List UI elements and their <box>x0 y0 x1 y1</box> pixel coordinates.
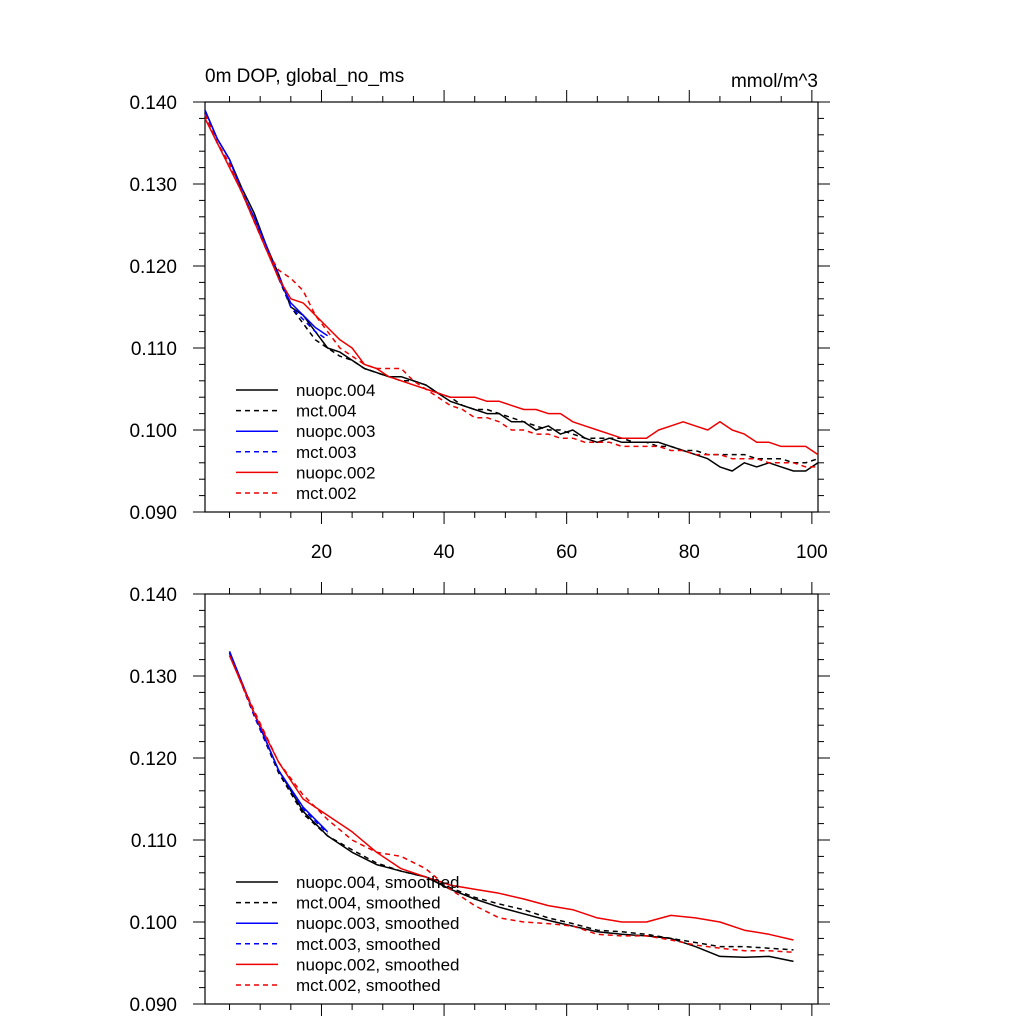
legend-label-mct-002-smoothed: mct.002, smoothed <box>296 976 441 995</box>
legend-label-nuopc-004-smoothed: nuopc.004, smoothed <box>296 873 460 892</box>
legend-label-nuopc-002-smoothed: nuopc.002, smoothed <box>296 955 460 974</box>
plot-frame <box>204 593 819 1005</box>
y-tick-label: 0.110 <box>131 339 177 360</box>
y-tick-label: 0.090 <box>129 995 177 1016</box>
y-tick-label: 0.100 <box>129 421 177 442</box>
legend-label-nuopc-003: nuopc.003 <box>296 422 375 441</box>
x-tick-label: 20 <box>311 542 332 563</box>
x-tick-label: 80 <box>679 542 700 563</box>
series-line-nuopc-002 <box>204 118 819 456</box>
x-tick-label: 100 <box>796 542 828 563</box>
axis-ticks <box>193 90 830 524</box>
panel-bottom: 0.090 0.100 0.110 0.120 0.130 0.140 nuopc.004… <box>129 582 830 1016</box>
legend-label-nuopc-003-smoothed: nuopc.003, smoothed <box>296 914 460 933</box>
legend-label-nuopc-002: nuopc.002 <box>296 463 375 482</box>
legend-label-mct-003: mct.003 <box>296 443 356 462</box>
series-line-mct-004-smoothed <box>228 652 794 951</box>
panel-top: 0m DOP, global_no_ms mmol/m^3 0.090 0.100… <box>129 66 830 563</box>
x-tick-label: 40 <box>433 542 454 563</box>
series-line-mct-002-smoothed <box>228 655 794 954</box>
legend-label-mct-004-smoothed: mct.004, smoothed <box>296 894 441 913</box>
chart-title: 0m DOP, global_no_ms <box>205 66 404 87</box>
x-tick-label: 60 <box>556 542 577 563</box>
y-tick-label: 0.110 <box>131 831 177 852</box>
y-tick-label: 0.120 <box>129 749 177 770</box>
legend-label-nuopc-004: nuopc.004 <box>296 381 375 400</box>
series-lines <box>204 109 819 472</box>
units-label: mmol/m^3 <box>731 71 818 92</box>
y-tick-label: 0.130 <box>129 175 177 196</box>
y-tick-label: 0.120 <box>129 257 177 278</box>
series-line-nuopc-004-smoothed <box>228 651 794 963</box>
legend-label-mct-003-smoothed: mct.003, smoothed <box>296 935 441 954</box>
series-line-nuopc-003 <box>204 109 329 337</box>
y-tick-label: 0.100 <box>129 913 177 934</box>
series-lines <box>228 651 794 963</box>
y-tick-label: 0.130 <box>129 667 177 688</box>
series-line-nuopc-002-smoothed <box>228 655 794 941</box>
legend-label-mct-004: mct.004 <box>296 402 356 421</box>
y-tick-label: 0.090 <box>129 503 177 524</box>
y-tick-label: 0.140 <box>129 93 177 114</box>
x-axis-tick-labels: 20 40 60 80 100 <box>311 542 828 563</box>
axis-ticks <box>193 582 830 1016</box>
plot-frame <box>204 101 819 513</box>
y-axis-tick-labels: 0.090 0.100 0.110 0.120 0.130 0.140 <box>129 93 177 524</box>
y-tick-label: 0.140 <box>129 585 177 606</box>
series-line-nuopc-004 <box>204 109 819 472</box>
legend-label-mct-002: mct.002 <box>296 484 356 503</box>
y-axis-tick-labels: 0.090 0.100 0.110 0.120 0.130 0.140 <box>129 585 177 1016</box>
series-line-mct-003-smoothed <box>228 652 329 834</box>
series-line-mct-002 <box>204 114 818 468</box>
